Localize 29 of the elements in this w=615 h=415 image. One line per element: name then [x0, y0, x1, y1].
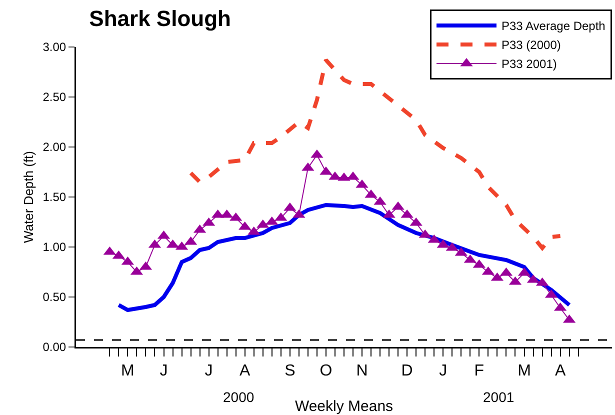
x-tick-label: F — [474, 362, 484, 380]
x-tick-label: J — [160, 362, 168, 380]
y-tick-label: 0.50 — [42, 290, 66, 304]
x-tick-label: O — [320, 362, 332, 380]
y-tick-label: 2.00 — [42, 140, 66, 154]
x-tick-label: A — [554, 362, 566, 380]
legend-label: P33 2001) — [502, 57, 557, 72]
x-tick-label: A — [240, 362, 251, 380]
x-tick-label: M — [121, 362, 134, 380]
y-tick-label: 1.00 — [42, 240, 66, 254]
y-tick-label: 3.00 — [42, 40, 66, 54]
x-tick-label: J — [439, 362, 448, 380]
legend-label: P33 (2000) — [502, 38, 561, 52]
x-tick-label: M — [518, 362, 531, 380]
y-axis-title: Water Depth (ft) — [20, 151, 36, 243]
legend-label: P33 Average Depth — [502, 19, 606, 34]
line-series — [188, 58, 562, 250]
text: 2001 — [483, 389, 514, 405]
text: 2000 — [223, 389, 254, 405]
y-tick-label: 0.00 — [42, 340, 66, 354]
line-series — [116, 203, 572, 312]
x-tick-label: S — [284, 362, 296, 380]
chart-title: Shark Slough — [89, 6, 231, 31]
x-axis-title: Weekly Means — [294, 398, 394, 415]
y-tick-label: 2.50 — [42, 90, 66, 104]
x-tick-label: D — [401, 362, 413, 380]
y-tick-label: 1.50 — [42, 190, 66, 204]
x-tick-label: J — [204, 362, 213, 380]
x-tick-label: N — [356, 362, 368, 380]
